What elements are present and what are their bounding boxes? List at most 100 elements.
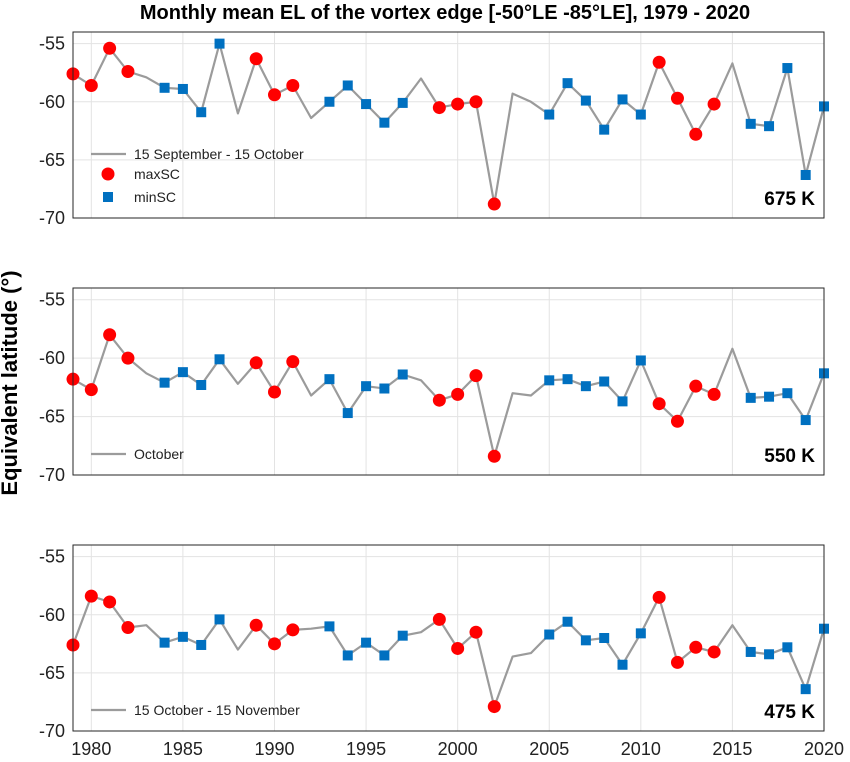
minSC-point: [397, 369, 408, 380]
y-tick-label: -55: [39, 547, 65, 567]
maxSC-point: [451, 387, 465, 401]
minSC-point: [159, 377, 170, 388]
minSC-point: [379, 650, 390, 661]
minSC-point: [196, 380, 207, 391]
series-line: [72, 42, 826, 206]
minSC-point: [599, 124, 610, 135]
minSC-point: [562, 616, 573, 627]
minSC-point: [361, 637, 372, 648]
legend-series-label: October: [134, 446, 184, 462]
panels: -55 -60 -65 -70 675 K 15 September - 15 Octob…: [39, 31, 844, 759]
maxSC-point: [707, 645, 721, 659]
legend: 15 September - 15 October maxSC minSC: [91, 146, 304, 205]
maxSC-point: [249, 356, 263, 370]
minSC-point: [635, 355, 646, 366]
minSC-point: [800, 415, 811, 426]
minSC-point: [214, 354, 225, 365]
maxSC-point: [469, 95, 483, 109]
y-tick-label: -60: [39, 92, 65, 112]
maxSC-point: [121, 351, 135, 365]
minSC-point: [324, 621, 335, 632]
legend-maxSC-swatch: [101, 167, 115, 181]
legend: October: [91, 446, 184, 462]
maxSC-point: [451, 641, 465, 655]
maxSC-point: [103, 41, 117, 55]
x-tick-label: 1985: [163, 739, 203, 759]
minSC-point: [159, 637, 170, 648]
x-tick-label: 1980: [71, 739, 111, 759]
maxSC-point: [432, 612, 446, 626]
y-tick-label: -65: [39, 407, 65, 427]
level-label: 475 K: [764, 702, 815, 723]
y-tick-label: -60: [39, 605, 65, 625]
maxSC-point: [487, 700, 501, 714]
minSC-point: [782, 388, 793, 399]
minSC-point: [177, 367, 188, 378]
minSC-point: [800, 169, 811, 180]
minSC-point: [764, 391, 775, 402]
maxSC-point: [84, 78, 98, 92]
minSC-point: [177, 631, 188, 642]
minSC-point: [379, 117, 390, 128]
minSC-point: [782, 63, 793, 74]
maxSC-point: [652, 397, 666, 411]
x-tick-label: 1990: [254, 739, 294, 759]
maxSC-point: [670, 91, 684, 105]
minSC-point: [324, 374, 335, 385]
maxSC-point: [121, 621, 135, 635]
x-tick-label: 2020: [804, 739, 844, 759]
maxSC-point: [487, 449, 501, 463]
maxSC-point: [267, 637, 281, 651]
y-tick-label: -70: [39, 721, 65, 741]
minSC-point: [580, 95, 591, 106]
maxSC-point: [249, 618, 263, 632]
maxSC-point: [84, 383, 98, 397]
minSC-point: [617, 396, 628, 407]
maxSC-point: [432, 101, 446, 115]
plot-frame: [72, 544, 825, 732]
minSC-point: [635, 628, 646, 639]
minSC-point: [361, 381, 372, 392]
plot-frame: [72, 31, 825, 219]
maxSC-point: [286, 78, 300, 92]
minSC-point: [782, 642, 793, 653]
minSC-point: [617, 659, 628, 670]
minSC-point: [342, 650, 353, 661]
maxSC-point: [267, 88, 281, 102]
x-tick-label: 2000: [438, 739, 478, 759]
maxSC-point: [84, 589, 98, 603]
minSC-point: [745, 646, 756, 657]
minSC-point: [397, 630, 408, 641]
minSC-point: [800, 684, 811, 695]
y-tick-label: -55: [39, 34, 65, 54]
minSC-point: [324, 96, 335, 107]
minSC-point: [580, 635, 591, 646]
legend-series-label: 15 October - 15 November: [134, 702, 300, 718]
legend-minSC-label: minSC: [134, 189, 176, 205]
minSC-point: [342, 80, 353, 91]
maxSC-point: [652, 590, 666, 604]
x-tick-label: 2015: [712, 739, 752, 759]
minSC-point: [159, 82, 170, 93]
x-tick-label: 2005: [529, 739, 569, 759]
minSC-point: [599, 633, 610, 643]
maxSC-point: [689, 127, 703, 141]
maxSC-point: [652, 55, 666, 69]
minSC-point: [764, 649, 775, 660]
legend: 15 October - 15 November: [91, 702, 300, 718]
maxSC-point: [670, 414, 684, 428]
maxSC-point: [469, 369, 483, 383]
y-axis-label: Equivalent latitude (°): [0, 270, 22, 495]
maxSC-point: [670, 655, 684, 669]
maxSC-point: [103, 328, 117, 342]
maxSC-point: [286, 623, 300, 637]
maxSC-point: [286, 355, 300, 369]
maxSC-point: [249, 52, 263, 66]
y-tick-label: -70: [39, 465, 65, 485]
maxSC-point: [469, 625, 483, 639]
minSC-point: [397, 97, 408, 108]
maxSC-point: [432, 393, 446, 407]
minSC-point: [544, 109, 555, 120]
maxSC-point: [487, 197, 501, 211]
